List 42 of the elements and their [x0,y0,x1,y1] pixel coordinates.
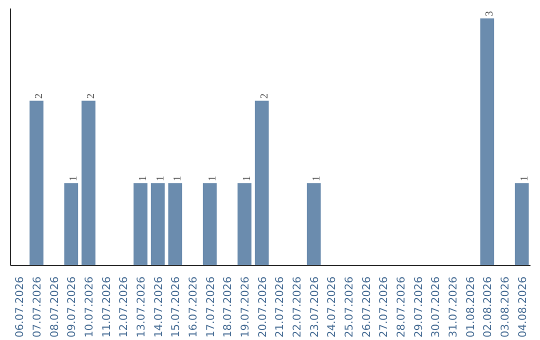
x-tick-label: 03.08.2026 [498,276,512,338]
data-label: 1 [519,176,530,182]
x-tick-label: 15.07.2026 [169,276,182,338]
x-tick-label: 13.07.2026 [134,276,148,338]
data-label: 1 [311,176,322,182]
data-label: 1 [207,176,218,182]
x-tick-label: 01.08.2026 [464,276,477,338]
x-tick-label: 29.07.2026 [412,276,425,338]
x-tick-label: 31.07.2026 [446,276,460,338]
x-tick-label: 20.07.2026 [256,276,269,338]
data-label: 1 [155,176,166,182]
x-tick-label: 22.07.2026 [290,276,304,338]
data-label: 2 [86,93,98,99]
data-label: 2 [34,93,46,99]
x-tick-label: 28.07.2026 [394,276,408,338]
x-tick-label: 10.07.2026 [82,276,96,338]
x-tick-label: 24.07.2026 [325,276,338,338]
x-tick-label: 06.07.2026 [13,276,26,338]
x-tick-label: 27.07.2026 [377,276,390,338]
x-tick-label: 08.07.2026 [48,276,61,338]
data-label: 3 [484,11,496,16]
x-tick-label: 30.07.2026 [429,276,442,338]
data-label: 1 [68,176,80,182]
x-tick-label: 14.07.2026 [152,276,165,338]
data-label: 1 [242,176,254,182]
x-tick-label: 26.07.2026 [360,276,373,338]
data-label: 1 [172,176,184,182]
data-label: 2 [259,93,270,99]
x-tick-label: 16.07.2026 [186,276,200,338]
x-tick-label: 19.07.2026 [238,276,252,338]
x-tick-label: 18.07.2026 [221,276,234,338]
x-tick-label: 07.07.2026 [30,276,44,338]
x-tick-label: 09.07.2026 [65,276,78,338]
data-label: 1 [138,176,150,182]
x-tick-label: 23.07.2026 [308,276,321,338]
x-tick-label: 17.07.2026 [204,276,217,338]
x-tick-label: 12.07.2026 [117,276,130,338]
x-tick-label: 21.07.2026 [273,276,286,338]
x-tick-label: 11.07.2026 [100,276,113,338]
x-tick-label: 25.07.2026 [342,276,356,338]
x-tick-label: 04.08.2026 [516,276,529,338]
x-tick-label: 02.08.2026 [481,276,494,338]
